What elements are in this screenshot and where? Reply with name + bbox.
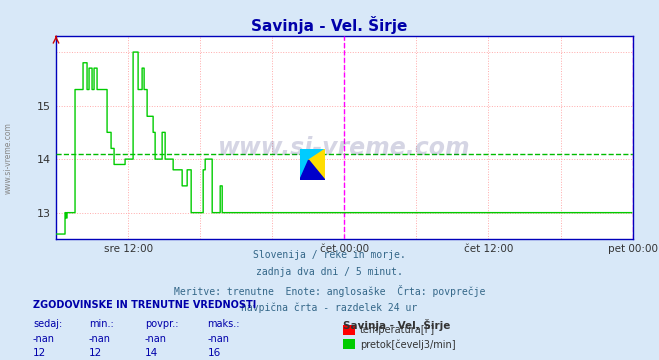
Text: -nan: -nan bbox=[89, 334, 111, 344]
Text: 14: 14 bbox=[145, 348, 158, 358]
Text: maks.:: maks.: bbox=[208, 319, 240, 329]
Text: Slovenija / reke in morje.: Slovenija / reke in morje. bbox=[253, 250, 406, 260]
Text: Savinja - Vel. Širje: Savinja - Vel. Širje bbox=[343, 319, 450, 330]
Text: -nan: -nan bbox=[33, 334, 55, 344]
Bar bbox=[343, 325, 355, 335]
Polygon shape bbox=[300, 160, 325, 180]
Text: www.si-vreme.com: www.si-vreme.com bbox=[3, 122, 13, 194]
Text: 12: 12 bbox=[89, 348, 102, 358]
Polygon shape bbox=[308, 149, 325, 180]
Text: sedaj:: sedaj: bbox=[33, 319, 62, 329]
Text: ZGODOVINSKE IN TRENUTNE VREDNOSTI: ZGODOVINSKE IN TRENUTNE VREDNOSTI bbox=[33, 300, 256, 310]
Text: navpična črta - razdelek 24 ur: navpična črta - razdelek 24 ur bbox=[241, 302, 418, 312]
Bar bbox=[343, 339, 355, 349]
Text: pretok[čevelj3/min]: pretok[čevelj3/min] bbox=[360, 339, 455, 350]
Text: -nan: -nan bbox=[145, 334, 167, 344]
Text: 12: 12 bbox=[33, 348, 46, 358]
Polygon shape bbox=[300, 149, 325, 180]
Text: Savinja - Vel. Širje: Savinja - Vel. Širje bbox=[251, 16, 408, 34]
Text: 16: 16 bbox=[208, 348, 221, 358]
Text: temperatura[F]: temperatura[F] bbox=[360, 325, 435, 335]
Text: povpr.:: povpr.: bbox=[145, 319, 179, 329]
Text: min.:: min.: bbox=[89, 319, 114, 329]
Text: Meritve: trenutne  Enote: anglosaške  Črta: povprečje: Meritve: trenutne Enote: anglosaške Črta… bbox=[174, 285, 485, 297]
Text: -nan: -nan bbox=[208, 334, 229, 344]
Text: www.si-vreme.com: www.si-vreme.com bbox=[218, 136, 471, 160]
Text: zadnja dva dni / 5 minut.: zadnja dva dni / 5 minut. bbox=[256, 267, 403, 278]
